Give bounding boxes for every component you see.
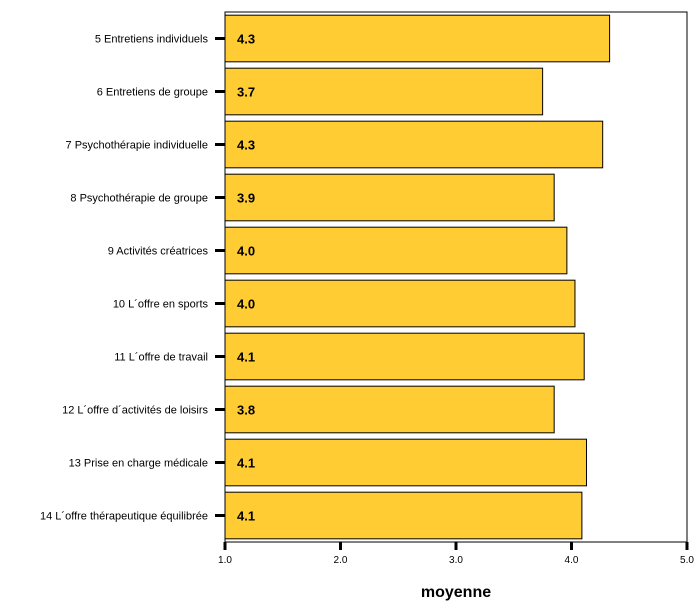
data-label: 4.0 [237,297,255,312]
x-tick-label: 5.0 [680,555,694,566]
category-label: 9 Activités créatrices [108,246,209,258]
data-label: 4.1 [237,350,255,365]
category-label: 5 Entretiens individuels [95,34,209,46]
bar [224,173,555,222]
data-label: 3.7 [237,85,255,100]
data-label: 4.3 [237,138,255,153]
category-label: 10 L´offre en sports [113,299,209,311]
bar [224,226,568,275]
category-label: 11 L´offre de travail [114,352,208,364]
category-label: 7 Psychothérapie individuelle [66,140,208,152]
data-label: 4.0 [237,244,255,259]
data-label: 3.8 [237,403,255,418]
data-label: 3.9 [237,191,255,206]
bars-layer: 4.3 3.7 4.3 3.9 4.0 4.0 4.1 3.8 4.1 4.1 [224,14,611,540]
bar [224,491,583,540]
bar [224,120,604,169]
x-tick-label: 2.0 [334,555,348,566]
x-axis: 1.0 2.0 3.0 4.0 5.0 [218,542,694,566]
category-label: 12 L´offre d´activités de loisirs [62,405,208,417]
category-label: 8 Psychothérapie de groupe [70,193,208,205]
category-label: 6 Entretiens de groupe [97,87,208,99]
bar [224,14,611,63]
x-axis-title: moyenne [421,584,491,601]
data-label: 4.1 [237,456,255,471]
bar [224,332,585,381]
category-label: 14 L´offre thérapeutique équilibrée [40,511,208,523]
x-tick-label: 1.0 [218,555,232,566]
x-tick-label: 4.0 [565,555,579,566]
data-label: 4.1 [237,509,255,524]
x-tick-label: 3.0 [449,555,463,566]
data-label: 4.3 [237,32,255,47]
bar [224,385,555,434]
bar [224,279,576,328]
bar [224,67,544,116]
category-label: 13 Prise en charge médicale [69,458,208,470]
y-axis: 5 Entretiens individuels 6 Entretiens de … [40,34,225,523]
bar [224,438,588,487]
